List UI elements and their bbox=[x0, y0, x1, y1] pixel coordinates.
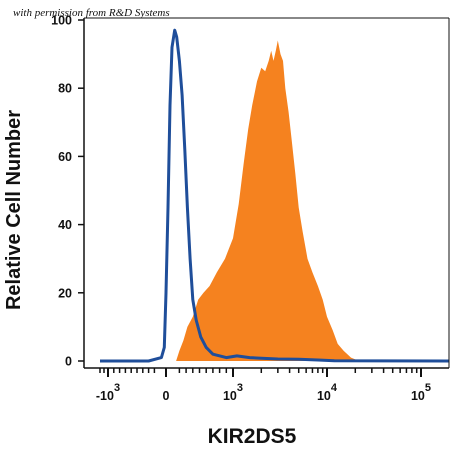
y-tick-label: 20 bbox=[58, 286, 72, 300]
y-tick-label: 100 bbox=[51, 14, 72, 28]
y-tick-label: 40 bbox=[58, 218, 72, 232]
y-tick-label: 80 bbox=[58, 82, 72, 96]
permission-watermark: with permission from R&D Systems bbox=[13, 7, 170, 19]
series-filled-histogram bbox=[176, 40, 360, 361]
x-tick-label: 104 bbox=[317, 382, 338, 403]
y-tick-label: 0 bbox=[65, 355, 72, 369]
x-tick-label: 105 bbox=[411, 382, 431, 403]
x-axis-title: KIR2DS5 bbox=[208, 425, 297, 448]
y-axis-title: Relative Cell Number bbox=[3, 110, 25, 310]
y-tick-label: 60 bbox=[58, 150, 72, 164]
x-tick-label: -103 bbox=[96, 382, 120, 403]
x-tick-label: 0 bbox=[163, 389, 170, 403]
x-tick-label: 103 bbox=[223, 382, 243, 403]
series-line-histogram bbox=[100, 28, 450, 363]
